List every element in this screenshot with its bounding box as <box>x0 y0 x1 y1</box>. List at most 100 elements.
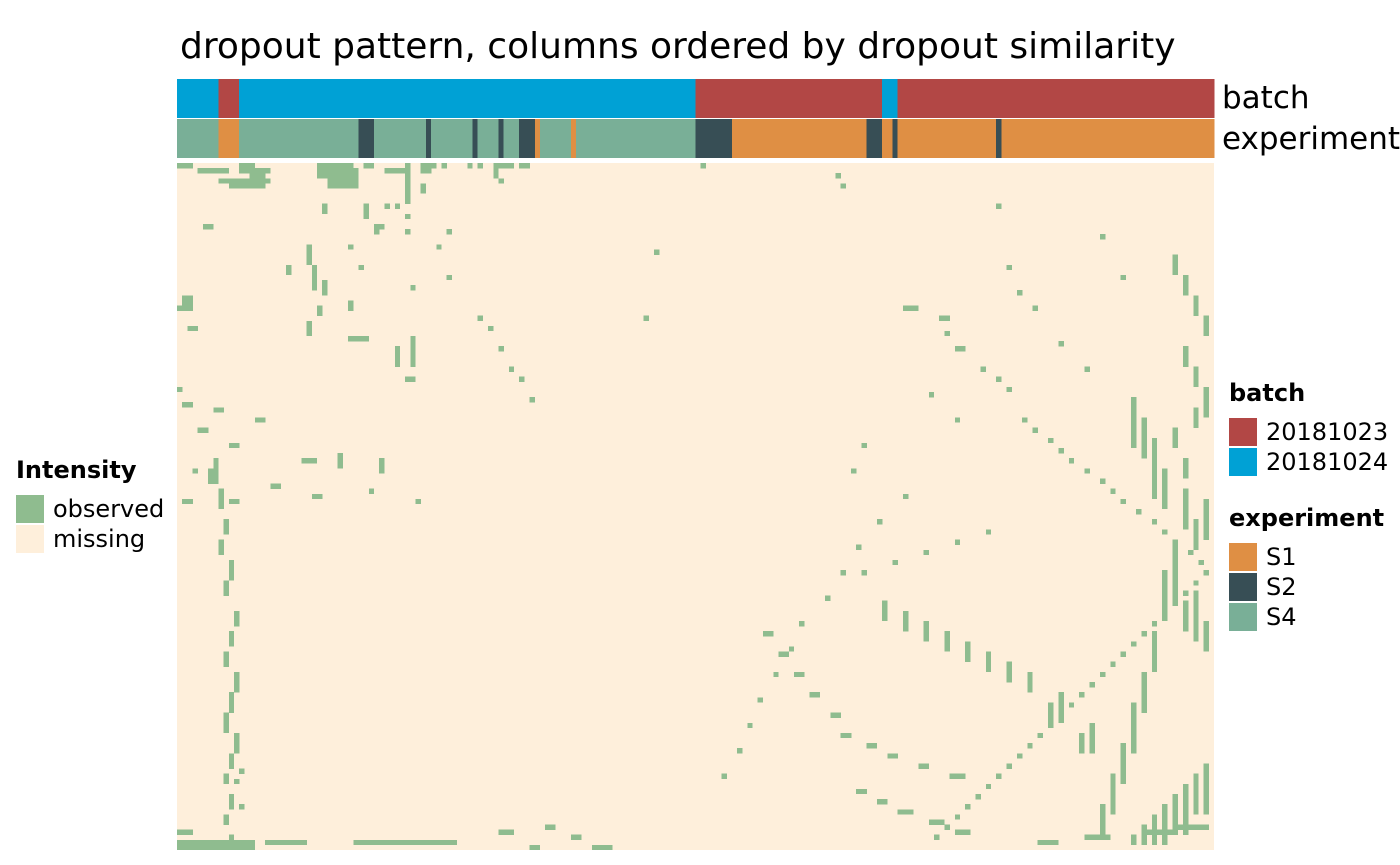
chart-title: dropout pattern, columns ordered by drop… <box>180 26 1176 67</box>
heatmap-cell-observed <box>218 488 224 510</box>
heatmap-cell-observed <box>228 442 240 449</box>
legend-label: S2 <box>1266 573 1297 601</box>
heatmap-cell-observed <box>1120 651 1127 657</box>
heatmap-cell-observed <box>996 773 1002 779</box>
annotation-cell-experiment <box>374 119 427 158</box>
heatmap-cell-observed <box>1058 692 1064 723</box>
heatmap-cell-observed <box>1193 366 1199 388</box>
annotation-cell-experiment <box>477 119 499 158</box>
heatmap-cell-observed <box>1110 661 1116 667</box>
heatmap-cell-observed <box>488 325 494 332</box>
heatmap-cell-observed <box>1172 600 1178 606</box>
legend-title: Intensity <box>16 456 137 484</box>
heatmap-cell-observed <box>223 814 230 825</box>
heatmap-cell-observed <box>1172 254 1178 276</box>
heatmap-cell-observed <box>1131 641 1137 647</box>
legend-batch: batch 20181023 20181024 <box>1229 379 1388 477</box>
heatmap-cell-observed <box>954 417 961 423</box>
legend-swatch-missing <box>16 525 44 553</box>
heatmap-cell-observed <box>228 794 235 810</box>
heatmap-cell-observed <box>187 325 198 332</box>
heatmap-cell-observed <box>1027 743 1033 749</box>
heatmap-cell-observed <box>405 229 411 235</box>
heatmap-cell-observed <box>1099 478 1106 484</box>
heatmap-cell-observed <box>223 651 230 667</box>
heatmap-cell-observed <box>830 712 841 718</box>
heatmap-cell-observed <box>1146 829 1178 835</box>
heatmap-cell-observed <box>182 402 193 408</box>
heatmap-cell-observed <box>1141 824 1147 846</box>
heatmap-cell-observed <box>228 559 235 581</box>
heatmap-cell-observed <box>234 671 240 693</box>
heatmap-cell-observed <box>425 163 432 174</box>
heatmap-cell-observed <box>1162 468 1168 510</box>
legend-entry: 20181023 <box>1229 417 1388 447</box>
heatmap-cell-observed <box>1151 519 1158 525</box>
heatmap-cell-observed <box>311 264 318 291</box>
heatmap-cell-observed <box>446 274 453 281</box>
heatmap-cell-observed <box>1193 407 1199 428</box>
heatmap-cell-observed <box>228 498 240 505</box>
heatmap-cell-observed <box>1058 341 1064 347</box>
heatmap-cell-observed <box>322 203 328 215</box>
heatmap-cell-observed <box>799 621 805 627</box>
heatmap-cell-observed <box>902 610 909 632</box>
heatmap-cell-observed <box>529 844 541 851</box>
heatmap-cell-observed <box>384 168 411 174</box>
heatmap-cell-observed <box>1048 722 1054 729</box>
heatmap-cell-observed <box>1084 468 1090 474</box>
heatmap-cell-observed <box>301 458 318 464</box>
heatmap-cell-observed <box>368 488 375 494</box>
heatmap-cell-observed <box>876 519 883 525</box>
heatmap-cell-observed <box>825 595 831 601</box>
heatmap-cell-observed <box>1068 458 1075 464</box>
heatmap-cell-observed <box>228 753 235 769</box>
heatmap-cell-observed <box>996 203 1002 209</box>
heatmap-cell-observed <box>1182 458 1189 479</box>
heatmap-cell-observed <box>348 244 354 250</box>
legend-swatch-20181023 <box>1229 418 1257 446</box>
heatmap-cell-observed <box>949 773 966 779</box>
heatmap-cell-observed <box>218 539 224 556</box>
heatmap-cell-observed <box>773 671 779 678</box>
heatmap-cell-observed <box>213 458 219 484</box>
heatmap-cell-observed <box>861 442 867 449</box>
heatmap-cell-observed <box>1058 447 1064 454</box>
heatmap-cell-observed <box>1203 498 1210 540</box>
heatmap-cell-observed <box>954 539 961 545</box>
legend-title: experiment <box>1229 504 1385 532</box>
heatmap-cell-observed <box>856 544 862 550</box>
annotation-cell-experiment <box>539 119 572 158</box>
heatmap-cell-observed <box>980 366 987 372</box>
heatmap-cell-observed <box>985 651 992 673</box>
legend-label: 20181024 <box>1266 448 1389 476</box>
heatmap-cell-observed <box>177 163 193 169</box>
heatmap-cell-observed <box>1162 529 1168 535</box>
heatmap-cell-observed <box>1203 315 1210 337</box>
heatmap-cell-observed <box>1172 794 1178 835</box>
heatmap-cell-observed <box>213 407 224 413</box>
heatmap-cell-observed <box>405 163 411 204</box>
heatmap-cell-observed <box>788 646 795 652</box>
heatmap-cell-observed <box>1172 539 1178 601</box>
heatmap-cell-observed <box>1037 839 1059 846</box>
heatmap-cell-observed <box>177 829 193 835</box>
heatmap-cell-observed <box>1131 702 1137 754</box>
heatmap-cell-observed <box>228 183 250 189</box>
heatmap-cell-observed <box>1084 366 1090 372</box>
heatmap-cell-observed <box>1099 671 1106 678</box>
heatmap-cell-observed <box>985 783 992 790</box>
heatmap-cell-observed <box>306 244 313 265</box>
heatmap-cell-observed <box>1131 397 1137 449</box>
legend-swatch-s4 <box>1229 603 1257 631</box>
heatmap-cell-observed <box>218 178 271 184</box>
heatmap-cell-observed <box>441 163 447 169</box>
legend-label: 20181023 <box>1266 418 1389 446</box>
heatmap-cell-observed <box>270 483 281 489</box>
heatmap-cell-observed <box>223 773 230 785</box>
annotation-cell-batch <box>695 79 883 118</box>
heatmap-cell-observed <box>1141 417 1147 459</box>
annotation-cell-batch <box>239 79 696 118</box>
heatmap-cell-observed <box>1048 437 1054 444</box>
heatmap-cell-observed <box>1182 274 1189 296</box>
